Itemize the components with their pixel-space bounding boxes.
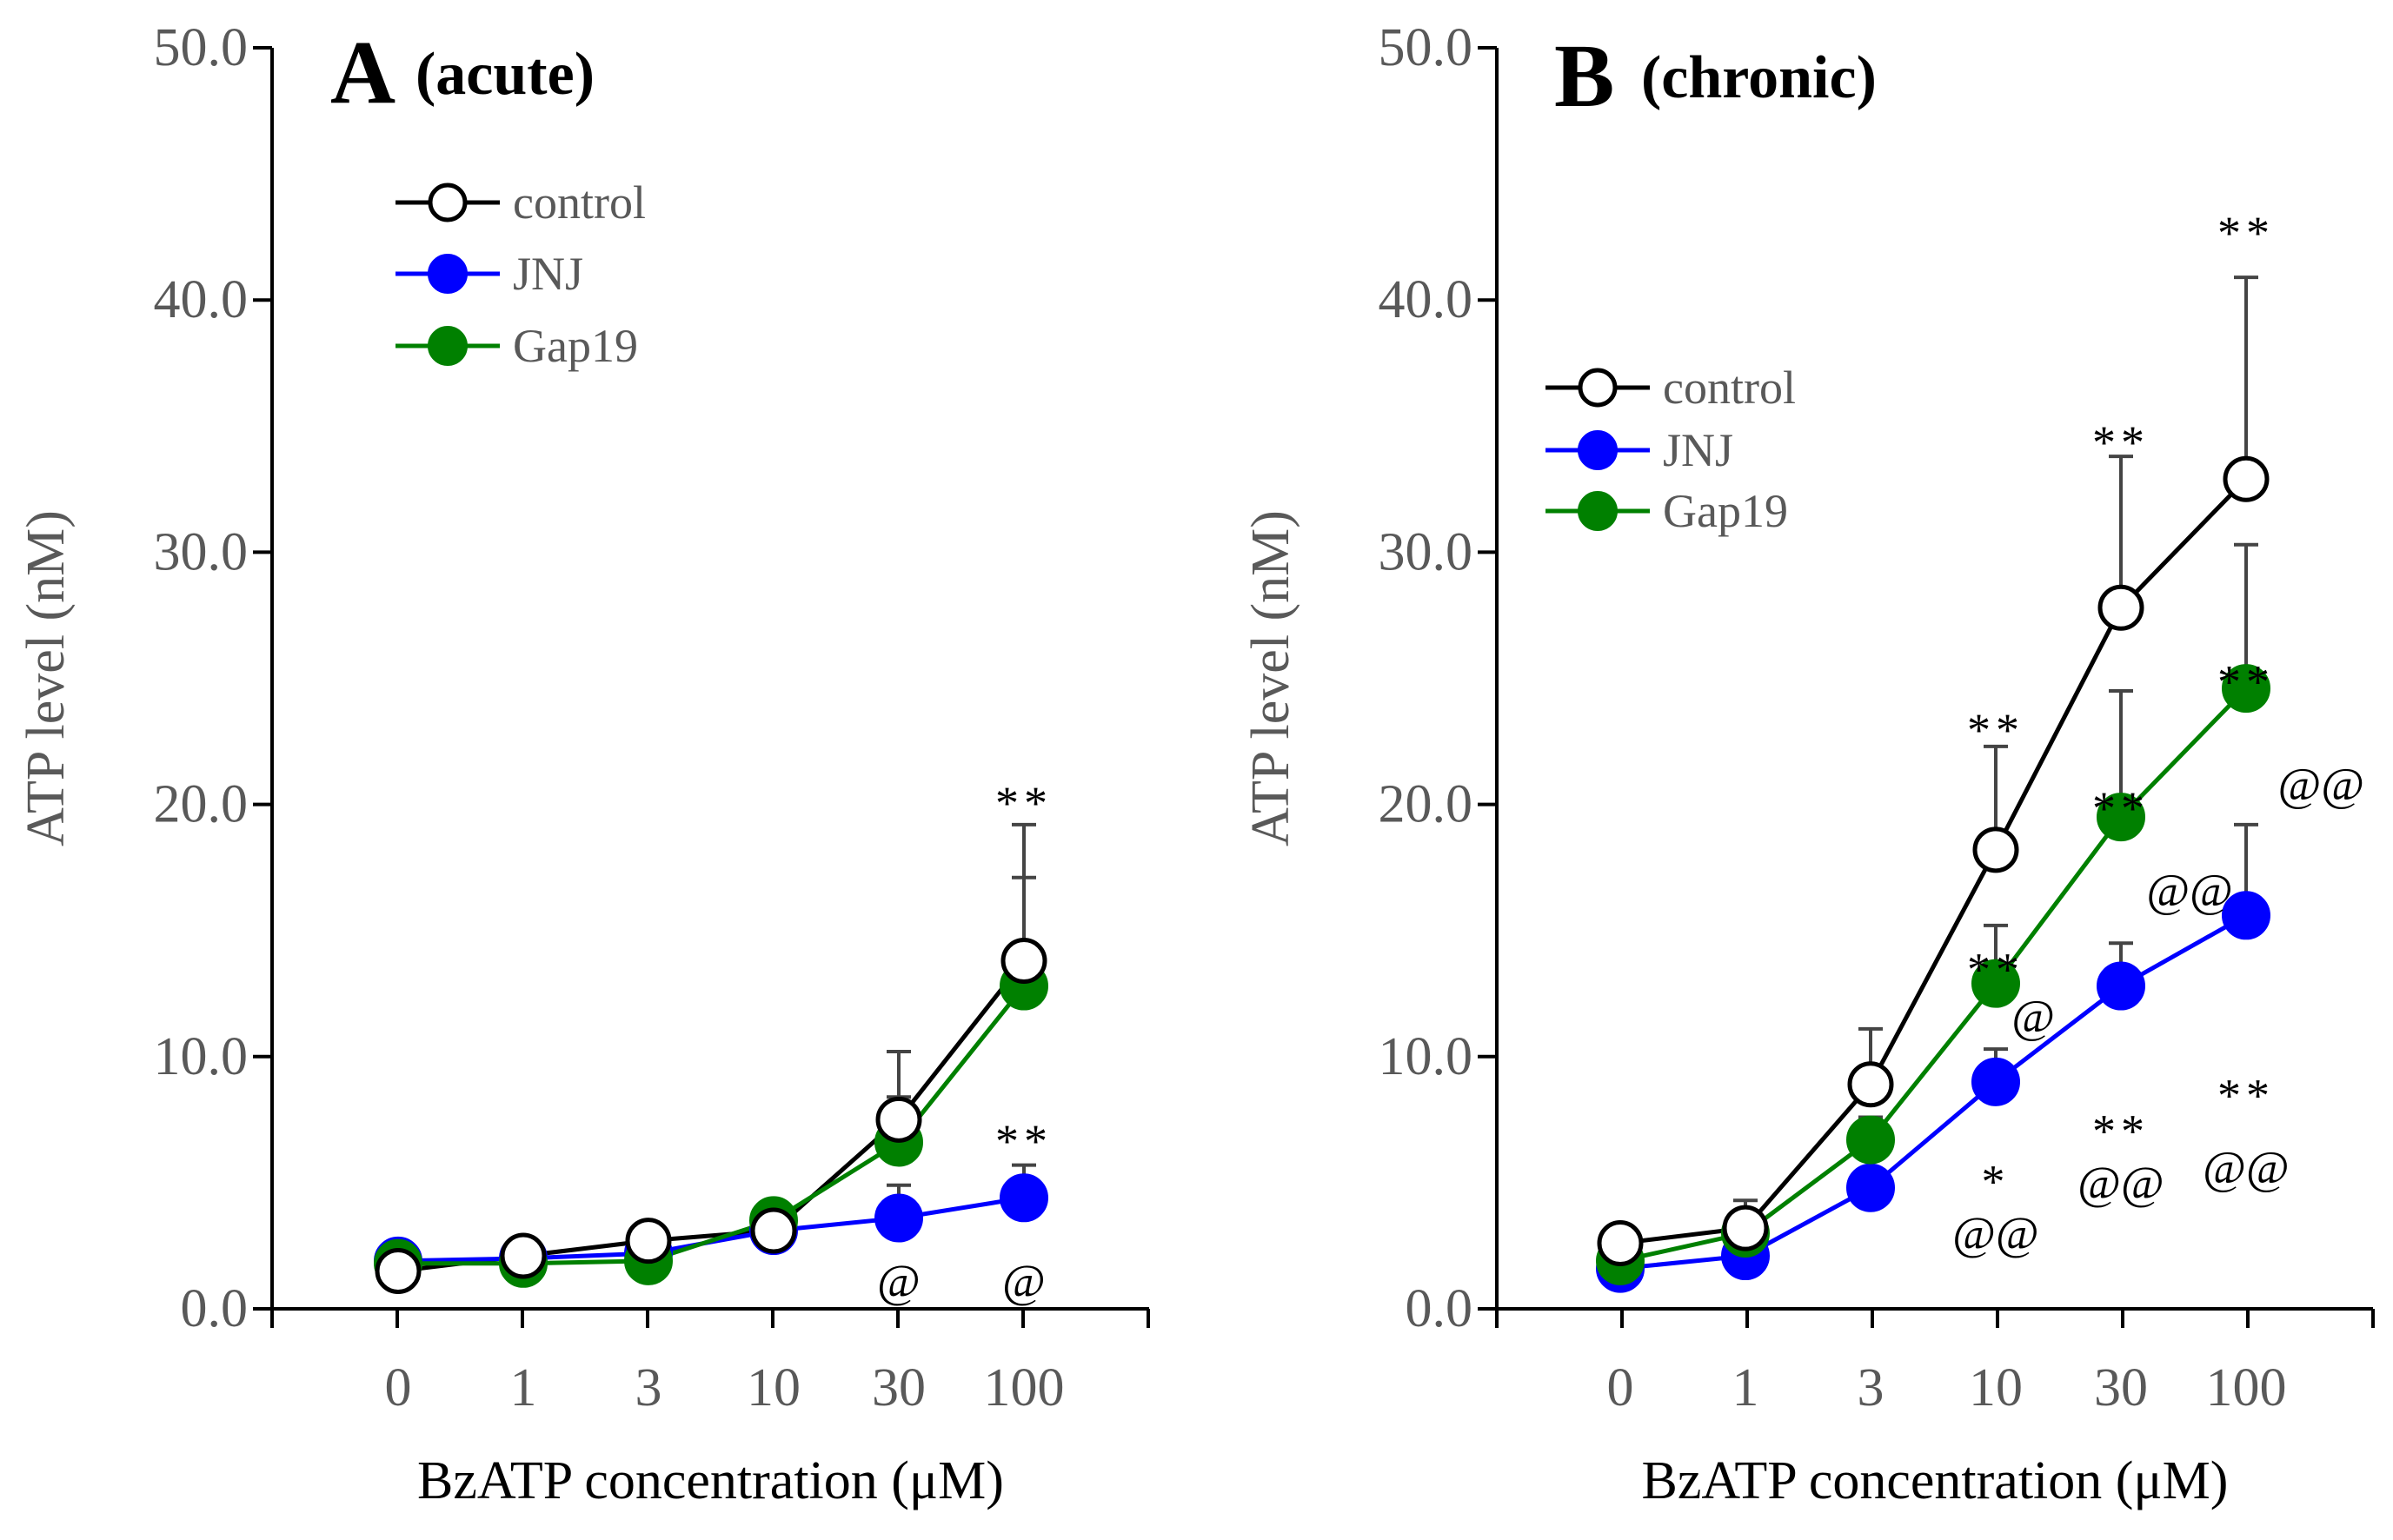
panel-b-annotation: @@ — [2203, 1141, 2289, 1193]
panel-a-legend-control-marker — [428, 183, 468, 222]
panel-b-x-tick-label: 10 — [1969, 1358, 2023, 1417]
panel-a-x-axis-title: BzATP concentration (μM) — [417, 1451, 1004, 1510]
panel-a-annotation: ** — [995, 777, 1053, 829]
panel-a-gap19-line — [398, 984, 1026, 1266]
panel-b-gap19-point — [2222, 664, 2270, 714]
panel-b-jnj-point — [1971, 1057, 2020, 1106]
panel-a-control-point — [750, 1207, 797, 1254]
panel-b-annotation: @@ — [2146, 864, 2232, 916]
panel-b-jnj-point — [2097, 961, 2145, 1011]
panel-b-letter: B — [1554, 26, 1614, 126]
panel-b-gap19-point — [1971, 959, 2020, 1008]
panel-b-control-point — [1847, 1061, 1894, 1108]
panel-b-y-tick-label: 40.0 — [1379, 270, 1473, 329]
panel-b-x-axis-title: BzATP concentration (μM) — [1642, 1451, 2229, 1510]
panel-b-control-point — [1597, 1220, 1644, 1267]
panel-b-control-line — [1619, 477, 2248, 1246]
panel-a-x-tick-label: 10 — [747, 1358, 801, 1417]
panel-b-legend-control-label: control — [1663, 362, 1796, 414]
panel-b-annotation: ** — [2092, 416, 2150, 468]
panel-a-control-point — [625, 1218, 672, 1265]
panel-b-annotation: ** — [2217, 656, 2275, 708]
panel-b-legend-jnj-label: JNJ — [1663, 424, 1733, 476]
panel-b-gap19-point — [1846, 1115, 1895, 1165]
panel-a-x-tick-label: 0 — [385, 1358, 412, 1417]
panel-b-annotation: ** — [1967, 944, 2024, 996]
panel-a-legend-jnj-label: JNJ — [513, 248, 583, 300]
panel-b-legend-jnj-marker — [1578, 430, 1618, 470]
panel-b-y-tick-label: 10.0 — [1379, 1027, 1473, 1086]
panel-a-jnj-point — [1000, 1173, 1048, 1223]
panel-b-jnj-point — [2222, 891, 2270, 940]
panel-b-x-tick-label: 30 — [2094, 1358, 2148, 1417]
panel-b-x-tick-label: 3 — [1858, 1358, 1884, 1417]
panel-b-y-tick-label: 0.0 — [1406, 1279, 1473, 1338]
panel-a-chart: 0.0 10.0 20.0 30.0 40.0 50.0 0 1 3 10 30 100 BzATP c… — [17, 18, 1150, 1510]
panel-b-control-point — [2223, 455, 2270, 502]
panel-a-x-tick-label: 1 — [510, 1358, 537, 1417]
panel-b-control-point — [1972, 826, 2019, 873]
panel-b-legend-gap19-label: Gap19 — [1663, 485, 1788, 537]
panel-b-gap19-point — [2097, 793, 2145, 842]
panel-b-annotation: ** — [2092, 782, 2150, 834]
panel-a-annotation: @ — [1002, 1255, 1046, 1307]
panel-b-legend-gap19-marker — [1578, 491, 1618, 531]
panel-a-y-tick-label: 0.0 — [181, 1279, 249, 1338]
panel-b-legend-control-marker — [1578, 368, 1618, 408]
panel-a-x-tick-label: 30 — [872, 1358, 926, 1417]
panel-a-legend-gap19-label: Gap19 — [513, 320, 638, 372]
panel-b-y-tick-label: 20.0 — [1379, 775, 1473, 834]
panel-a-y-axis-title: ATP level (nM) — [17, 510, 76, 846]
panel-a-y-tick-label: 20.0 — [154, 775, 249, 834]
panel-a-subtitle: (acute) — [415, 41, 595, 108]
panel-b-annotation: ** — [1967, 704, 2024, 756]
panel-b-annotation: * — [1982, 1155, 2011, 1207]
panel-a-annotation: @ — [877, 1255, 921, 1307]
panel-b-chart: 0.0 10.0 20.0 30.0 40.0 50.0 0 1 3 10 30 100 BzATP c… — [1241, 18, 2375, 1510]
panel-a-y-tick-label: 50.0 — [154, 18, 249, 77]
panel-b-x-tick-label: 1 — [1732, 1358, 1759, 1417]
panel-a-annotation: ** — [995, 1115, 1053, 1167]
panel-b-control-point — [2097, 584, 2144, 631]
panel-b-y-tick-label: 30.0 — [1379, 522, 1473, 581]
panel-b-annotation: @@ — [2278, 758, 2364, 810]
panel-b-annotation: ** — [2217, 1070, 2275, 1122]
panel-a-legend-control-label: control — [513, 176, 646, 229]
panel-a-control-point — [1000, 938, 1047, 985]
panel-b-control-point — [1722, 1205, 1769, 1251]
panel-b-x-tick-label: 100 — [2206, 1358, 2287, 1417]
panel-a-control-point — [375, 1247, 422, 1294]
panel-a-legend-jnj-marker — [428, 254, 468, 294]
panel-a-control-line — [397, 959, 1026, 1273]
panel-b-annotation: ** — [2092, 1105, 2150, 1157]
panel-b-y-tick-label: 50.0 — [1379, 18, 1473, 77]
panel-b-annotation: @@ — [2077, 1157, 2164, 1209]
panel-a-jnj-point — [874, 1193, 923, 1243]
panel-b-subtitle: (chronic) — [1641, 44, 1877, 111]
panel-b-annotation: ** — [2217, 207, 2275, 259]
panel-b-y-axis-title: ATP level (nM) — [1241, 510, 1300, 846]
panel-b-x-tick-label: 0 — [1607, 1358, 1634, 1417]
panel-a-letter: A — [330, 23, 396, 123]
panel-a-legend-gap19-marker — [428, 326, 468, 366]
panel-a-y-tick-label: 30.0 — [154, 522, 249, 581]
panel-a-y-tick-label: 10.0 — [154, 1027, 249, 1086]
panel-a-jnj-line — [397, 1195, 1025, 1264]
panel-a-control-point — [500, 1232, 547, 1279]
panel-a-x-tick-label: 3 — [635, 1358, 662, 1417]
panel-b-jnj-point — [1846, 1163, 1895, 1212]
panel-a-x-tick-label: 100 — [984, 1358, 1065, 1417]
panel-b-annotation: @ — [2011, 990, 2055, 1042]
panel-b-annotation: @@ — [1952, 1207, 2038, 1259]
panel-a-control-point — [875, 1096, 922, 1143]
panel-a-y-tick-label: 40.0 — [154, 270, 249, 329]
